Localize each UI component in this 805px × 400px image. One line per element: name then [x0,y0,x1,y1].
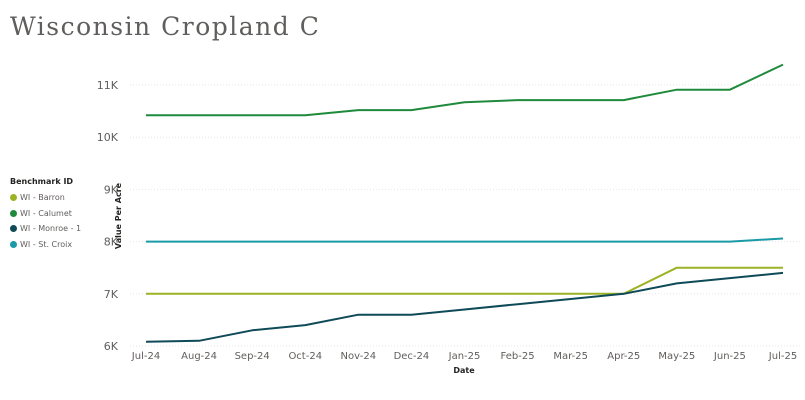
legend: Benchmark ID WI - Barron WI - Calumet WI… [10,177,81,252]
y-axis-title: Value Per Acre [114,182,123,249]
x-tick-label: Jun-25 [713,351,746,362]
y-tick-label: 10K [97,131,119,144]
legend-label-barron: WI - Barron [20,193,65,203]
x-axis-ticks: Jul-24 Aug-24 Sep-24 Oct-24 Nov-24 Dec-24 Jan-… [131,351,797,362]
x-tick-label: Aug-24 [181,351,217,362]
x-tick-label: Jul-24 [131,351,160,362]
y-tick-label: 11K [97,79,119,92]
legend-item-barron[interactable]: WI - Barron [10,190,81,206]
legend-marker-barron [10,194,17,202]
series-lines [145,63,784,343]
series-line-wi-calumet[interactable] [146,63,784,117]
y-tick-label: 8K [104,236,119,249]
y-axis-ticks: 6K 7K 8K 9K 10K 11K [97,79,119,353]
y-tick-label: 6K [104,340,119,353]
series-line-wi-barron[interactable] [146,266,783,295]
gridlines [130,84,800,347]
legend-marker-st-croix [10,240,17,248]
legend-label-calumet: WI - Calumet [20,208,72,218]
x-tick-label: Nov-24 [341,351,377,362]
legend-item-st-croix[interactable]: WI - St. Croix [10,237,81,253]
x-tick-label: Apr-25 [607,351,640,362]
x-tick-label: Sep-24 [235,351,270,362]
legend-label-st-croix: WI - St. Croix [20,239,73,249]
x-tick-label: Mar-25 [553,351,588,362]
legend-marker-monroe [10,225,17,233]
y-tick-label: 7K [104,288,119,301]
x-tick-label: Dec-24 [394,351,430,362]
legend-marker-calumet [10,209,17,217]
series-line-wi-st-croix[interactable] [146,237,784,243]
y-tick-label: 9K [104,183,119,196]
x-axis-title: Date [453,366,475,375]
x-tick-label: Jan-25 [448,351,481,362]
legend-label-monroe: WI - Monroe - 1 [20,224,82,234]
x-tick-label: Jul-25 [768,351,797,362]
x-tick-label: Feb-25 [501,351,535,362]
chart-title: Wisconsin Cropland C [10,12,321,41]
x-tick-label: Oct-24 [288,351,322,362]
legend-item-monroe[interactable]: WI - Monroe - 1 [10,221,81,237]
legend-title: Benchmark ID [10,177,74,186]
x-tick-label: May-25 [658,351,695,362]
legend-item-calumet[interactable]: WI - Calumet [10,206,81,222]
series-line-wi-monroe-1[interactable] [145,271,784,343]
